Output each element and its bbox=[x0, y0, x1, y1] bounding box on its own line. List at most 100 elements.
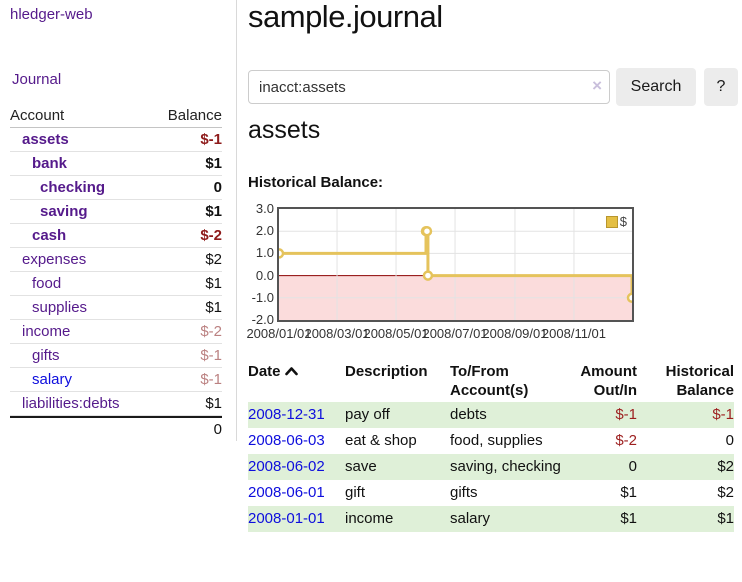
register-row: 2008-06-03 eat & shop food, supplies $-2… bbox=[248, 428, 734, 454]
account-heading: assets bbox=[248, 116, 321, 144]
transaction-accounts: debts bbox=[450, 406, 487, 423]
transaction-description: income bbox=[345, 510, 394, 527]
search-bar: × Search ? bbox=[248, 68, 738, 106]
main-content: sample.journal × Search ? assets Histori… bbox=[246, 0, 742, 582]
transaction-date-link[interactable]: 2008-01-01 bbox=[248, 510, 325, 527]
transaction-description: gift bbox=[345, 484, 366, 501]
transaction-date-link[interactable]: 2008-06-03 bbox=[248, 432, 325, 449]
account-link-salary[interactable]: salary bbox=[32, 371, 73, 388]
transaction-description: pay off bbox=[345, 406, 390, 423]
account-row-income: income $-2 bbox=[10, 320, 222, 344]
register-header-row: Date Description To/From Account(s) Amoun… bbox=[248, 360, 734, 402]
transaction-amount: 0 bbox=[628, 458, 637, 475]
help-button[interactable]: ? bbox=[704, 68, 738, 106]
account-row-supplies: supplies $1 bbox=[10, 296, 222, 320]
account-link-liabilities-debts[interactable]: liabilities:debts bbox=[22, 395, 120, 412]
transaction-amount: $-1 bbox=[615, 406, 637, 423]
account-row-checking: checking 0 bbox=[10, 176, 222, 200]
transaction-amount: $1 bbox=[620, 510, 637, 527]
account-link-saving[interactable]: saving bbox=[40, 203, 88, 220]
page-title: sample.journal bbox=[248, 0, 443, 34]
transaction-date-link[interactable]: 2008-06-01 bbox=[248, 484, 325, 501]
register-table: Date Description To/From Account(s) Amoun… bbox=[248, 360, 734, 532]
search-button[interactable]: Search bbox=[616, 68, 696, 106]
account-link-expenses[interactable]: expenses bbox=[22, 251, 87, 268]
x-tick-label: 2008/09/01 bbox=[482, 326, 548, 341]
account-link-gifts[interactable]: gifts bbox=[32, 347, 60, 364]
account-balance: $1 bbox=[205, 155, 222, 172]
account-row-saving: saving $1 bbox=[10, 200, 222, 224]
y-tick-label: -2.0 bbox=[251, 312, 274, 327]
brand-link[interactable]: hledger-web bbox=[10, 6, 93, 23]
register-col-description: Description bbox=[345, 363, 428, 380]
x-tick-label: 2008/01/01 bbox=[246, 326, 312, 341]
chart-title: Historical Balance: bbox=[248, 174, 384, 191]
register-row: 2008-06-01 gift gifts $1 $2 bbox=[248, 480, 734, 506]
transaction-accounts: saving, checking bbox=[450, 458, 561, 475]
transaction-balance: $1 bbox=[717, 510, 734, 527]
legend-label: $ bbox=[619, 214, 627, 229]
register-row: 2008-06-02 save saving, checking 0 $2 bbox=[248, 454, 734, 480]
transaction-date-link[interactable]: 2008-06-02 bbox=[248, 458, 325, 475]
balance-chart: 3.0 2.0 1.0 0.0 -1.0 -2.0 $ 2008/01/01 2008/03… bbox=[246, 198, 742, 343]
y-tick-label: 0.0 bbox=[255, 267, 274, 283]
search-input[interactable] bbox=[248, 70, 610, 104]
x-tick-label: 2008/11/01 bbox=[541, 326, 607, 341]
sidebar: hledger-web Journal Account Balance asse… bbox=[0, 0, 237, 441]
account-balance: $-1 bbox=[200, 347, 222, 364]
transaction-description: eat & shop bbox=[345, 432, 417, 449]
account-link-bank[interactable]: bank bbox=[32, 155, 68, 172]
account-row-cash: cash $-2 bbox=[10, 224, 222, 248]
y-tick-label: 3.0 bbox=[255, 201, 274, 216]
legend-swatch-icon bbox=[605, 215, 618, 228]
account-balance: 0 bbox=[213, 179, 222, 196]
clear-search-icon[interactable]: × bbox=[592, 76, 602, 95]
account-balance: $2 bbox=[205, 251, 222, 268]
account-balance: $-1 bbox=[200, 371, 222, 388]
account-link-food[interactable]: food bbox=[32, 275, 62, 292]
account-link-income[interactable]: income bbox=[22, 323, 71, 340]
account-link-cash[interactable]: cash bbox=[32, 227, 67, 244]
x-tick-label: 2008/03/01 bbox=[304, 326, 370, 341]
accounts-table: Account Balance assets $-1 bank $1 check… bbox=[10, 104, 222, 440]
register-col-amount: Amount Out/In bbox=[580, 363, 637, 399]
transaction-amount: $-2 bbox=[615, 432, 637, 449]
accounts-col-account: Account bbox=[10, 107, 65, 124]
sort-ascending-icon bbox=[284, 362, 298, 381]
account-link-supplies[interactable]: supplies bbox=[32, 299, 88, 316]
transaction-balance: $-1 bbox=[712, 406, 734, 423]
account-balance: $-2 bbox=[200, 227, 222, 244]
account-row-food: food $1 bbox=[10, 272, 222, 296]
account-balance: $1 bbox=[205, 299, 222, 316]
transaction-amount: $1 bbox=[620, 484, 637, 501]
transaction-balance: $2 bbox=[717, 484, 734, 501]
account-row-gifts: gifts $-1 bbox=[10, 344, 222, 368]
register-col-date[interactable]: Date bbox=[248, 360, 345, 402]
accounts-total-row: 0 bbox=[10, 416, 222, 440]
transaction-accounts: gifts bbox=[450, 484, 478, 501]
account-balance: $1 bbox=[205, 275, 222, 292]
register-col-balance: Historical Balance bbox=[665, 363, 734, 399]
transaction-accounts: salary bbox=[450, 510, 491, 527]
chart-legend: $ bbox=[605, 214, 627, 229]
sidebar-item-journal[interactable]: Journal bbox=[12, 71, 62, 88]
account-balance: $1 bbox=[205, 395, 222, 412]
transaction-balance: 0 bbox=[725, 432, 734, 449]
account-row-liabilities-debts: liabilities:debts $1 bbox=[10, 392, 222, 416]
transaction-date-link[interactable]: 2008-12-31 bbox=[248, 406, 325, 423]
register-row: 2008-01-01 income salary $1 $1 bbox=[248, 506, 734, 532]
accounts-total-value: 0 bbox=[213, 420, 222, 438]
chart-plot-area: $ bbox=[277, 207, 634, 322]
account-row-bank: bank $1 bbox=[10, 152, 222, 176]
account-row-assets: assets $-1 bbox=[10, 128, 222, 152]
transaction-description: save bbox=[345, 458, 377, 475]
y-tick-label: 2.0 bbox=[255, 223, 274, 239]
account-row-expenses: expenses $2 bbox=[10, 248, 222, 272]
transaction-balance: $2 bbox=[717, 458, 734, 475]
register-row: 2008-12-31 pay off debts $-1 $-1 bbox=[248, 402, 734, 428]
y-tick-label: -1.0 bbox=[251, 289, 274, 305]
account-row-salary: salary $-1 bbox=[10, 368, 222, 392]
accounts-table-header: Account Balance bbox=[10, 104, 222, 128]
account-link-assets[interactable]: assets bbox=[22, 131, 69, 148]
account-link-checking[interactable]: checking bbox=[40, 179, 106, 196]
